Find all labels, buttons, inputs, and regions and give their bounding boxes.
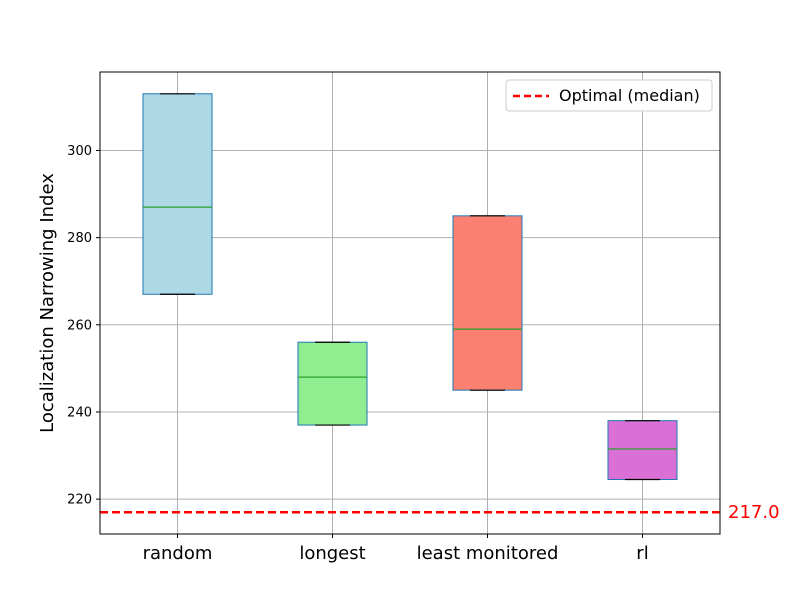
x-tick-label: rl: [636, 543, 648, 564]
plot-area-frame: [99, 71, 721, 535]
y-tick-layer: 220 240 260 280 300: [67, 144, 100, 508]
reference-line-label: 217.0: [728, 502, 780, 523]
x-tick-label: least monitored: [417, 543, 559, 564]
x-tick-layer: random longest least monitored rl: [143, 534, 649, 564]
x-tick-label: longest: [299, 543, 365, 564]
y-tick-label: 280: [67, 231, 92, 246]
box-iqr: [607, 420, 678, 481]
box-longest: [297, 341, 368, 426]
box-layer: [142, 93, 678, 481]
box-rl: [607, 420, 678, 481]
y-axis-label: Localization Narrowing Index: [37, 173, 58, 433]
reference-line-layer: 217.0: [100, 502, 780, 523]
y-tick-label: 240: [67, 405, 92, 420]
x-tick-label: random: [143, 543, 213, 564]
box-least-monitored: [452, 215, 523, 391]
y-tick-label: 260: [67, 318, 92, 333]
legend-box: [505, 79, 713, 112]
box-iqr: [452, 215, 523, 391]
y-tick-label: 220: [67, 493, 92, 508]
box-iqr: [142, 93, 213, 295]
box-iqr: [297, 341, 368, 426]
legend-label: Optimal (median): [559, 86, 700, 105]
legend: Optimal (median): [505, 79, 713, 112]
y-tick-label: 300: [67, 144, 92, 159]
box-random: [142, 93, 213, 295]
